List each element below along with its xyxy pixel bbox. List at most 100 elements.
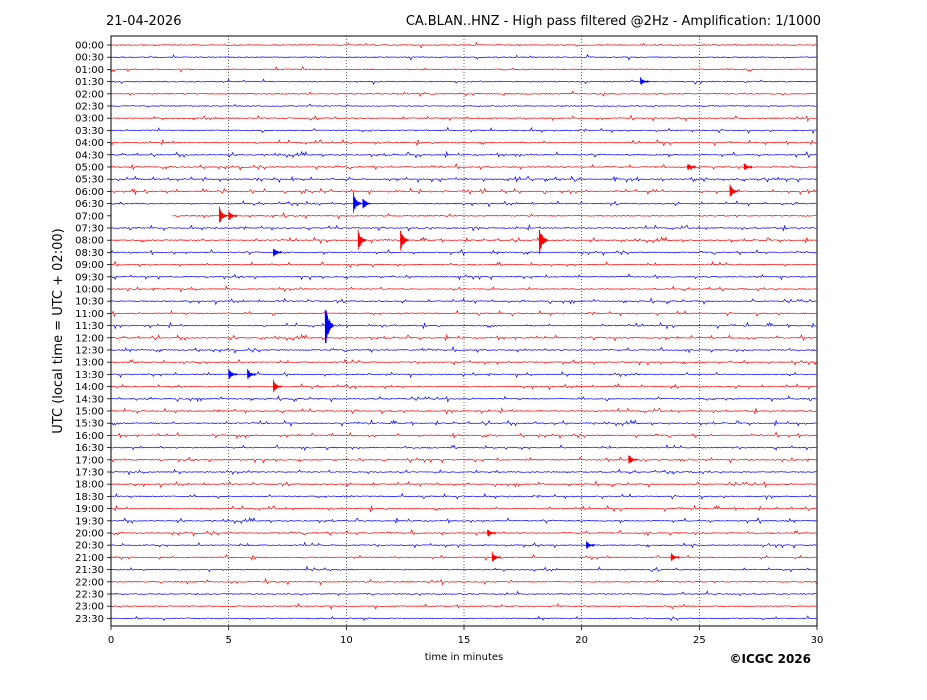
event-burst: [228, 368, 238, 380]
trace-row: [110, 309, 817, 318]
y-tick-label: 23:00: [75, 602, 104, 613]
trace-row: [110, 297, 817, 306]
y-tick-label: 13:30: [75, 370, 104, 381]
y-tick-label: 08:30: [75, 248, 104, 259]
event-burst: [687, 164, 696, 170]
trace-row: [110, 394, 817, 403]
trace-row: [110, 321, 817, 330]
event-burst: [353, 192, 362, 213]
vertical-grid: [228, 36, 700, 626]
y-tick-label: 18:30: [75, 492, 104, 503]
event-burst: [362, 198, 372, 209]
y-tick-label: 12:30: [75, 346, 104, 357]
event-burst: [273, 248, 282, 257]
trace-row: [110, 138, 817, 147]
x-tick-label: 30: [811, 635, 824, 646]
event-burst: [357, 229, 367, 250]
trace-row: [110, 150, 817, 159]
copyright-label: ©ICGC 2026: [729, 652, 811, 666]
y-tick-label: 10:30: [75, 297, 104, 308]
trace-row: [110, 577, 817, 586]
trace-row: [110, 358, 817, 366]
trace-row: [110, 162, 817, 171]
trace-row: [110, 175, 817, 184]
trace-row: [110, 528, 817, 537]
y-tick-label: 14:30: [75, 394, 104, 405]
trace-row: [110, 371, 817, 379]
x-tick-label: 10: [340, 635, 353, 646]
trace-row: [110, 200, 817, 208]
x-tick-label: 5: [225, 635, 231, 646]
x-tick-label: 20: [575, 635, 588, 646]
trace-row: [110, 285, 817, 293]
y-tick-label: 03:30: [75, 126, 104, 137]
event-burst: [273, 379, 282, 393]
trace-row: [110, 480, 817, 489]
trace-row: [110, 187, 817, 196]
y-tick-label: 17:30: [75, 468, 104, 479]
event-burst: [218, 206, 228, 223]
y-tick-label: 09:30: [75, 272, 104, 283]
trace-row: [110, 468, 817, 476]
y-tick-label: 06:00: [75, 187, 104, 198]
trace-row: [110, 41, 817, 49]
y-tick-label: 19:00: [75, 504, 104, 515]
event-burst: [586, 541, 595, 549]
y-tick-label: 05:00: [75, 163, 104, 174]
y-tick-label: 14:00: [75, 382, 104, 393]
y-tick-label: 12:00: [75, 333, 104, 344]
event-burst: [400, 230, 409, 251]
trace-row: [110, 248, 817, 257]
trace-row: [110, 554, 817, 562]
y-tick-label: 15:00: [75, 407, 104, 418]
y-tick-label: 00:00: [75, 41, 104, 52]
y-tick-label: 03:00: [75, 114, 104, 125]
event-burst: [729, 184, 739, 197]
trace-row: [110, 431, 817, 440]
trace-row: [110, 126, 817, 135]
event-burst: [228, 210, 238, 220]
trace-row: [110, 456, 817, 464]
trace-row: [110, 504, 817, 513]
y-tick-label: 22:30: [75, 590, 104, 601]
trace-row: [110, 565, 817, 573]
y-tick-label: 04:30: [75, 150, 104, 161]
x-tick-label: 15: [458, 635, 471, 646]
event-burst: [670, 553, 680, 562]
x-tick-labels: 0 5 10 15 20 25 30: [108, 626, 824, 646]
trace-row: [110, 236, 817, 245]
trace-row: [110, 114, 817, 123]
y-tick-label: 02:00: [75, 89, 104, 100]
y-tick-label: 17:00: [75, 455, 104, 466]
trace-row: [110, 65, 817, 73]
event-burst: [487, 529, 496, 537]
y-tick-label: 13:00: [75, 358, 104, 369]
event-burst: [538, 229, 548, 255]
y-tick-label: 23:30: [75, 614, 104, 625]
event-burst: [743, 163, 753, 170]
y-tick-label: 20:30: [75, 541, 104, 552]
trace-row: [110, 78, 817, 86]
trace-row: [110, 103, 817, 108]
y-tick-label: 15:30: [75, 419, 104, 430]
x-axis-label: time in minutes: [425, 652, 504, 663]
y-tick-label: 18:00: [75, 480, 104, 491]
trace-row: [110, 345, 817, 354]
trace-row: [110, 383, 817, 391]
event-burst: [491, 551, 501, 562]
y-tick-label: 19:30: [75, 516, 104, 527]
y-axis-label: UTC (local time = UTC + 02:00): [51, 228, 66, 433]
trace-row: [110, 590, 817, 597]
trace-row: [110, 602, 817, 611]
trace-row: [110, 90, 817, 98]
trace-rows: [110, 41, 817, 622]
y-tick-label: 08:00: [75, 236, 104, 247]
trace-row: [110, 492, 817, 501]
y-tick-label: 20:00: [75, 529, 104, 540]
y-tick-label: 22:00: [75, 577, 104, 588]
trace-row: [110, 54, 817, 61]
seismic-events: [218, 77, 753, 562]
date-label: 21-04-2026: [106, 14, 182, 29]
